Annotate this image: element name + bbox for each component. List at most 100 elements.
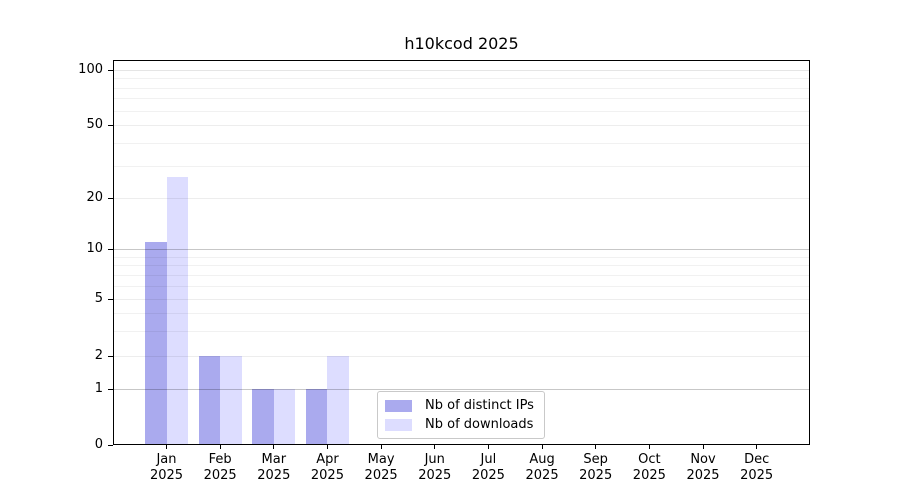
gridline-100: [113, 70, 810, 71]
gridline-minor-90: [113, 78, 810, 79]
x-tick-label-mar: Mar 2025: [242, 452, 306, 484]
x-tick-label-oct: Oct 2025: [617, 452, 681, 484]
x-month-label: Jun: [424, 452, 445, 467]
gridline-20: [113, 198, 810, 199]
x-tick-oct: [648, 445, 650, 449]
legend-swatch-distinct-ips: [385, 399, 412, 412]
x-month-label: Dec: [744, 452, 770, 467]
gridline-10: [113, 249, 810, 250]
x-tick-may: [380, 445, 382, 449]
legend-item-downloads: Nb of downloads: [385, 415, 534, 434]
gridline-2: [113, 356, 810, 357]
x-year-label: 2025: [364, 468, 398, 483]
x-tick-label-may: May 2025: [349, 452, 413, 484]
x-year-label: 2025: [471, 468, 505, 483]
x-tick-dec: [756, 445, 758, 449]
x-month-label: Sep: [583, 452, 608, 467]
x-tick-label-jun: Jun 2025: [403, 452, 467, 484]
y-tick-label-10: 10: [86, 241, 103, 256]
x-tick-apr: [326, 445, 328, 449]
x-tick-label-nov: Nov 2025: [671, 452, 735, 484]
y-tick-20: [108, 198, 113, 199]
x-year-label: 2025: [579, 468, 613, 483]
bar-downloads-jan: [166, 177, 188, 445]
x-month-label: Apr: [316, 452, 339, 467]
x-tick-feb: [219, 445, 221, 449]
x-month-label: Mar: [261, 452, 287, 467]
x-tick-mar: [273, 445, 275, 449]
x-tick-jun: [434, 445, 436, 449]
bar-downloads-feb: [220, 356, 242, 445]
gridline-minor-60: [113, 111, 810, 112]
y-tick-50: [108, 125, 113, 126]
bar-distinct-ips-mar: [252, 389, 274, 445]
gridline-minor-6: [113, 286, 810, 287]
y-tick-label-1: 1: [94, 381, 103, 396]
x-month-label: Jan: [156, 452, 177, 467]
x-tick-label-aug: Aug 2025: [510, 452, 574, 484]
gridline-minor-8: [113, 265, 810, 266]
gridline-minor-40: [113, 143, 810, 144]
x-tick-nov: [702, 445, 704, 449]
x-year-label: 2025: [418, 468, 452, 483]
x-tick-label-sep: Sep 2025: [564, 452, 628, 484]
x-tick-label-jan: Jan 2025: [135, 452, 199, 484]
x-tick-sep: [595, 445, 597, 449]
x-month-label: May: [367, 452, 395, 467]
gridline-minor-80: [113, 88, 810, 89]
legend-swatch-downloads: [385, 418, 412, 431]
x-month-label: Feb: [208, 452, 232, 467]
x-year-label: 2025: [257, 468, 291, 483]
gridline-5: [113, 299, 810, 300]
x-year-label: 2025: [632, 468, 666, 483]
gridline-minor-9: [113, 257, 810, 258]
y-tick-label-2: 2: [94, 348, 103, 363]
legend: Nb of distinct IPs Nb of downloads: [377, 391, 545, 439]
x-tick-jul: [487, 445, 489, 449]
chart-title: h10kcod 2025: [404, 34, 519, 53]
x-year-label: 2025: [149, 468, 184, 483]
y-tick-2: [108, 356, 113, 357]
y-tick-label-100: 100: [78, 62, 103, 77]
x-year-label: 2025: [525, 468, 559, 483]
gridline-minor-4: [113, 313, 810, 314]
x-month-label: Jul: [480, 452, 497, 467]
gridline-1: [113, 389, 810, 390]
bar-distinct-ips-feb: [198, 356, 221, 445]
x-month-label: Oct: [638, 452, 661, 467]
x-tick-aug: [541, 445, 543, 449]
x-tick-label-jul: Jul 2025: [456, 452, 520, 484]
x-year-label: 2025: [310, 468, 344, 483]
gridline-50: [113, 125, 810, 126]
legend-item-distinct-ips: Nb of distinct IPs: [385, 396, 534, 415]
x-month-label: Aug: [529, 452, 555, 467]
y-tick-label-50: 50: [86, 117, 103, 132]
y-tick-10: [108, 249, 113, 250]
x-year-label: 2025: [203, 468, 237, 483]
y-tick-label-5: 5: [94, 291, 103, 306]
y-tick-100: [108, 70, 113, 71]
x-month-label: Nov: [690, 452, 716, 467]
legend-label-distinct-ips: Nb of distinct IPs: [425, 398, 534, 413]
bar-distinct-ips-apr: [305, 389, 328, 445]
legend-label-downloads: Nb of downloads: [425, 417, 534, 432]
x-tick-label-dec: Dec 2025: [725, 452, 789, 484]
plot-area: [113, 60, 810, 445]
bar-downloads-mar: [273, 389, 296, 445]
gridline-minor-3: [113, 331, 810, 332]
y-tick-1: [108, 389, 113, 390]
bar-downloads-apr: [327, 356, 349, 445]
gridline-minor-7: [113, 275, 810, 276]
x-year-label: 2025: [740, 468, 774, 483]
bar-distinct-ips-jan: [145, 241, 167, 445]
y-tick-label-0: 0: [94, 436, 103, 452]
x-tick-label-feb: Feb 2025: [188, 452, 252, 484]
gridline-minor-30: [113, 166, 810, 167]
y-tick-label-20: 20: [86, 190, 103, 205]
x-tick-jan: [166, 445, 167, 449]
gridline-minor-70: [113, 98, 810, 99]
y-tick-0: [108, 445, 113, 446]
x-year-label: 2025: [686, 468, 720, 483]
x-tick-label-apr: Apr 2025: [295, 452, 359, 484]
